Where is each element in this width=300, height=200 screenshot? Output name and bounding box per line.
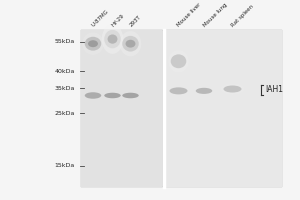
Ellipse shape bbox=[82, 33, 104, 55]
Text: HY-29: HY-29 bbox=[110, 13, 125, 28]
Ellipse shape bbox=[88, 40, 98, 47]
Text: 40kDa: 40kDa bbox=[55, 69, 75, 74]
Ellipse shape bbox=[120, 91, 141, 100]
Text: U-87MG: U-87MG bbox=[91, 9, 110, 28]
Text: 15kDa: 15kDa bbox=[55, 163, 75, 168]
Text: Mouse lung: Mouse lung bbox=[202, 2, 228, 28]
Ellipse shape bbox=[108, 34, 118, 44]
Ellipse shape bbox=[126, 40, 136, 48]
Ellipse shape bbox=[120, 31, 141, 56]
Ellipse shape bbox=[102, 91, 123, 100]
Ellipse shape bbox=[168, 50, 189, 72]
Text: 55kDa: 55kDa bbox=[55, 39, 75, 44]
Ellipse shape bbox=[102, 24, 123, 54]
Text: 35kDa: 35kDa bbox=[55, 86, 75, 91]
Ellipse shape bbox=[221, 83, 244, 95]
Ellipse shape bbox=[193, 86, 215, 96]
Ellipse shape bbox=[85, 37, 101, 51]
Ellipse shape bbox=[122, 36, 139, 52]
Text: 25kDa: 25kDa bbox=[55, 111, 75, 116]
Ellipse shape bbox=[171, 54, 186, 68]
Text: 293T: 293T bbox=[128, 15, 142, 28]
Bar bbox=[165, 30, 282, 187]
Ellipse shape bbox=[104, 93, 121, 98]
Ellipse shape bbox=[224, 86, 242, 93]
Bar bbox=[81, 30, 162, 187]
Ellipse shape bbox=[104, 30, 121, 48]
Text: IAH1: IAH1 bbox=[265, 85, 283, 94]
Ellipse shape bbox=[122, 93, 139, 98]
Ellipse shape bbox=[82, 90, 104, 101]
Ellipse shape bbox=[196, 88, 212, 94]
Text: Rat spleen: Rat spleen bbox=[230, 4, 255, 28]
Bar bbox=[81, 30, 282, 187]
Ellipse shape bbox=[169, 87, 188, 94]
Text: Mouse liver: Mouse liver bbox=[176, 2, 202, 28]
Ellipse shape bbox=[85, 92, 101, 99]
Ellipse shape bbox=[167, 85, 190, 96]
